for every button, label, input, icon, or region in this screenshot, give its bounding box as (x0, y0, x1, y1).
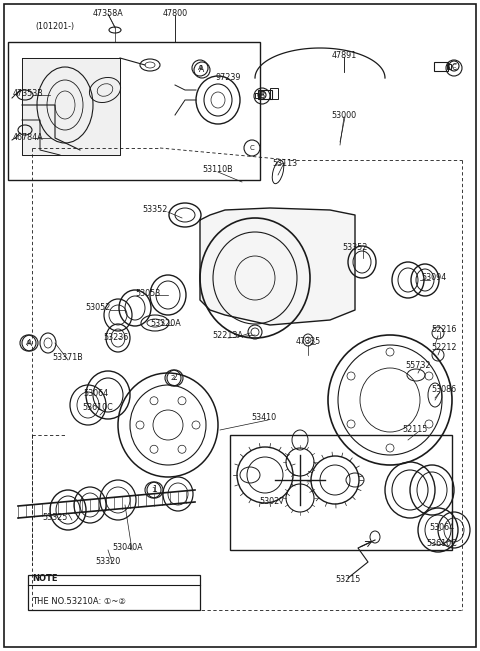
Text: 53064: 53064 (430, 523, 455, 533)
Polygon shape (22, 58, 120, 155)
Text: 53320: 53320 (96, 557, 120, 566)
Text: THE NO.53210A: ①~②: THE NO.53210A: ①~② (32, 597, 126, 606)
Bar (28, 575, 200, 610)
Text: 52115: 52115 (402, 426, 428, 434)
Text: NOTE: NOTE (32, 574, 58, 583)
Bar (447, 64, 451, 69)
Text: A: A (198, 65, 203, 71)
Polygon shape (200, 208, 355, 325)
Text: 53113: 53113 (273, 158, 298, 167)
Bar (434, 62, 448, 71)
Bar (270, 88, 278, 99)
Text: 46784A: 46784A (12, 133, 43, 143)
Text: 1: 1 (153, 486, 157, 495)
Text: A: A (199, 66, 204, 74)
Text: 97239: 97239 (215, 74, 241, 83)
Text: (101201-): (101201-) (36, 21, 74, 31)
Text: 53610C: 53610C (427, 538, 457, 547)
Text: A: A (25, 340, 30, 346)
Text: 47353B: 47353B (12, 89, 43, 98)
Text: 53027: 53027 (259, 497, 285, 506)
Text: C: C (452, 64, 456, 68)
Bar (258, 90, 272, 99)
Text: 53352: 53352 (342, 243, 368, 251)
Text: 52216: 52216 (432, 326, 456, 335)
Bar (255, 93, 259, 98)
Text: 47891: 47891 (331, 51, 357, 59)
Text: 53053: 53053 (135, 288, 161, 298)
Text: 53352: 53352 (142, 206, 168, 214)
Bar (8, 42, 260, 180)
Text: 53086: 53086 (432, 385, 456, 395)
Text: 53236: 53236 (103, 333, 129, 342)
Text: 53110B: 53110B (203, 165, 233, 174)
Text: 52212: 52212 (431, 344, 457, 352)
Text: 53410: 53410 (252, 413, 276, 422)
Text: 53610C: 53610C (83, 404, 113, 413)
Text: C: C (250, 145, 254, 151)
Text: 53325: 53325 (42, 514, 68, 523)
Text: 53215: 53215 (336, 575, 360, 585)
Text: 53094: 53094 (421, 273, 446, 283)
Text: C: C (451, 64, 456, 72)
Text: A: A (27, 339, 33, 348)
Text: 2: 2 (171, 375, 175, 381)
Text: 2: 2 (173, 374, 178, 383)
Text: B: B (259, 92, 264, 100)
Text: 47335: 47335 (295, 337, 321, 346)
Text: 52213A: 52213A (213, 331, 243, 340)
Text: 53000: 53000 (331, 111, 357, 120)
Text: 1: 1 (151, 487, 155, 493)
Text: 47358A: 47358A (93, 10, 123, 18)
Text: 55732: 55732 (405, 361, 431, 370)
Text: 53320A: 53320A (151, 318, 181, 327)
Text: 53064: 53064 (84, 389, 108, 398)
Text: 53040A: 53040A (113, 544, 144, 553)
Text: B: B (260, 92, 264, 98)
Text: 53052: 53052 (85, 303, 111, 312)
Bar (230, 435, 452, 550)
Text: 47800: 47800 (162, 10, 188, 18)
Text: 53371B: 53371B (53, 353, 84, 363)
